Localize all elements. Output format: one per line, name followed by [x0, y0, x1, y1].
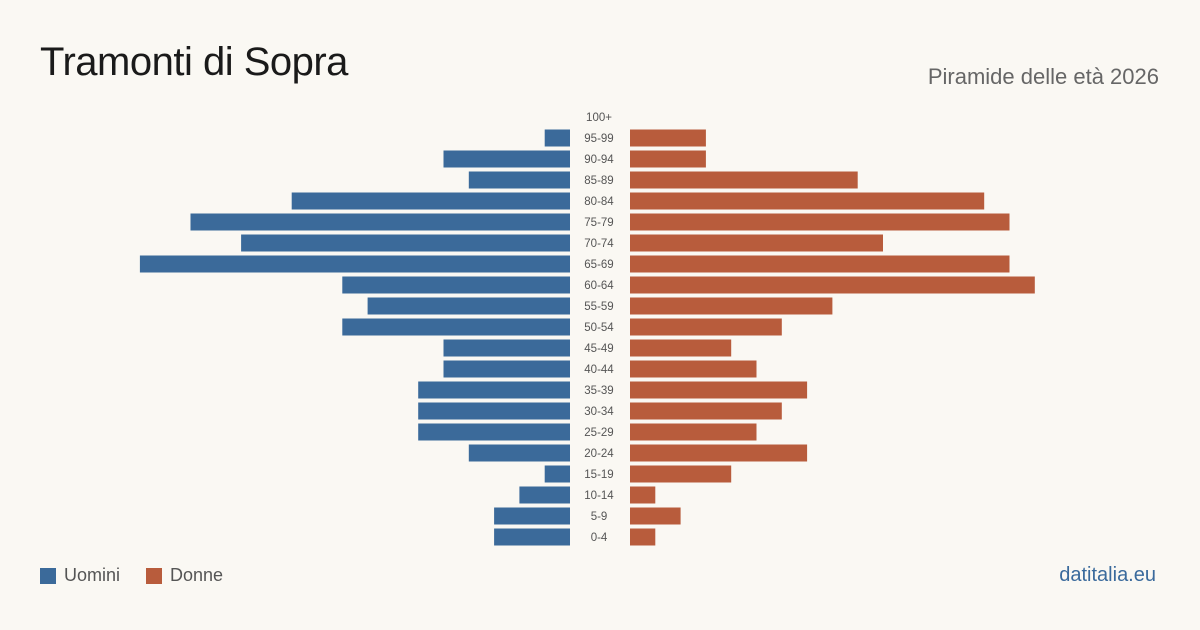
bar-men-30-34: [418, 402, 570, 420]
chart-subtitle: Piramide delle età 2026: [927, 64, 1159, 89]
bar-men-40-44: [443, 360, 570, 378]
bar-men-90-94: [443, 150, 570, 168]
age-label-65-69: 65-69: [584, 259, 613, 271]
bar-women-20-24: [630, 444, 808, 462]
bar-women-55-59: [630, 297, 833, 315]
age-label-30-34: 30-34: [584, 406, 614, 418]
bar-men-95-99: [544, 129, 570, 147]
bar-women-95-99: [630, 129, 706, 147]
age-label-55-59: 55-59: [584, 301, 613, 313]
bar-women-10-14: [630, 486, 656, 504]
bar-men-45-49: [443, 339, 570, 357]
age-label-25-29: 25-29: [584, 427, 613, 439]
age-label-90-94: 90-94: [584, 154, 614, 166]
age-label-20-24: 20-24: [584, 448, 614, 460]
bar-men-85-89: [468, 171, 570, 189]
legend-swatch-men: [40, 567, 56, 584]
bar-women-45-49: [630, 339, 732, 357]
age-label-10-14: 10-14: [584, 490, 614, 502]
source-link[interactable]: datitalia.eu: [1059, 564, 1156, 586]
bar-men-25-29: [418, 423, 570, 441]
legend-swatch-women: [146, 567, 163, 584]
bar-men-20-24: [468, 444, 570, 462]
bar-women-50-54: [630, 318, 782, 336]
bar-men-70-74: [241, 234, 570, 252]
bar-men-80-84: [291, 192, 570, 210]
bar-men-0-4: [494, 528, 570, 546]
bar-women-35-39: [630, 381, 808, 399]
bar-women-40-44: [630, 360, 757, 378]
bar-men-10-14: [519, 486, 570, 504]
chart-legend: Uomini Donne: [40, 565, 249, 586]
bar-men-55-59: [367, 297, 570, 315]
bar-women-60-64: [630, 276, 1035, 294]
bar-men-75-79: [190, 213, 570, 231]
bar-women-90-94: [630, 150, 706, 168]
bar-women-5-9: [630, 507, 681, 525]
age-label-45-49: 45-49: [584, 343, 613, 355]
legend-label-women: Donne: [170, 565, 224, 585]
bar-women-80-84: [630, 192, 985, 210]
page-title: Tramonti di Sopra: [40, 40, 348, 84]
bar-men-60-64: [342, 276, 570, 294]
bar-women-25-29: [630, 423, 757, 441]
bar-men-65-69: [139, 255, 570, 273]
bar-women-85-89: [630, 171, 858, 189]
age-label-100+: 100+: [586, 112, 612, 124]
age-label-75-79: 75-79: [584, 217, 613, 229]
bar-women-30-34: [630, 402, 782, 420]
bar-men-5-9: [494, 507, 570, 525]
age-label-15-19: 15-19: [584, 469, 613, 481]
bar-women-0-4: [630, 528, 656, 546]
bar-women-65-69: [630, 255, 1010, 273]
age-label-80-84: 80-84: [584, 196, 614, 208]
age-label-40-44: 40-44: [584, 364, 614, 376]
bar-women-75-79: [630, 213, 1010, 231]
age-label-0-4: 0-4: [591, 532, 608, 544]
legend-label-men: Uomini: [64, 565, 121, 585]
age-label-70-74: 70-74: [584, 238, 614, 250]
age-label-95-99: 95-99: [584, 133, 613, 145]
age-label-85-89: 85-89: [584, 175, 613, 187]
age-label-35-39: 35-39: [584, 385, 613, 397]
age-label-5-9: 5-9: [591, 511, 608, 523]
legend-item-men: Uomini: [40, 565, 120, 586]
bar-men-50-54: [342, 318, 570, 336]
bar-men-15-19: [544, 465, 570, 483]
bar-women-70-74: [630, 234, 883, 252]
age-label-50-54: 50-54: [584, 322, 614, 334]
age-label-60-64: 60-64: [584, 280, 614, 292]
bar-women-15-19: [630, 465, 732, 483]
bar-men-35-39: [418, 381, 570, 399]
legend-item-women: Donne: [146, 565, 223, 586]
